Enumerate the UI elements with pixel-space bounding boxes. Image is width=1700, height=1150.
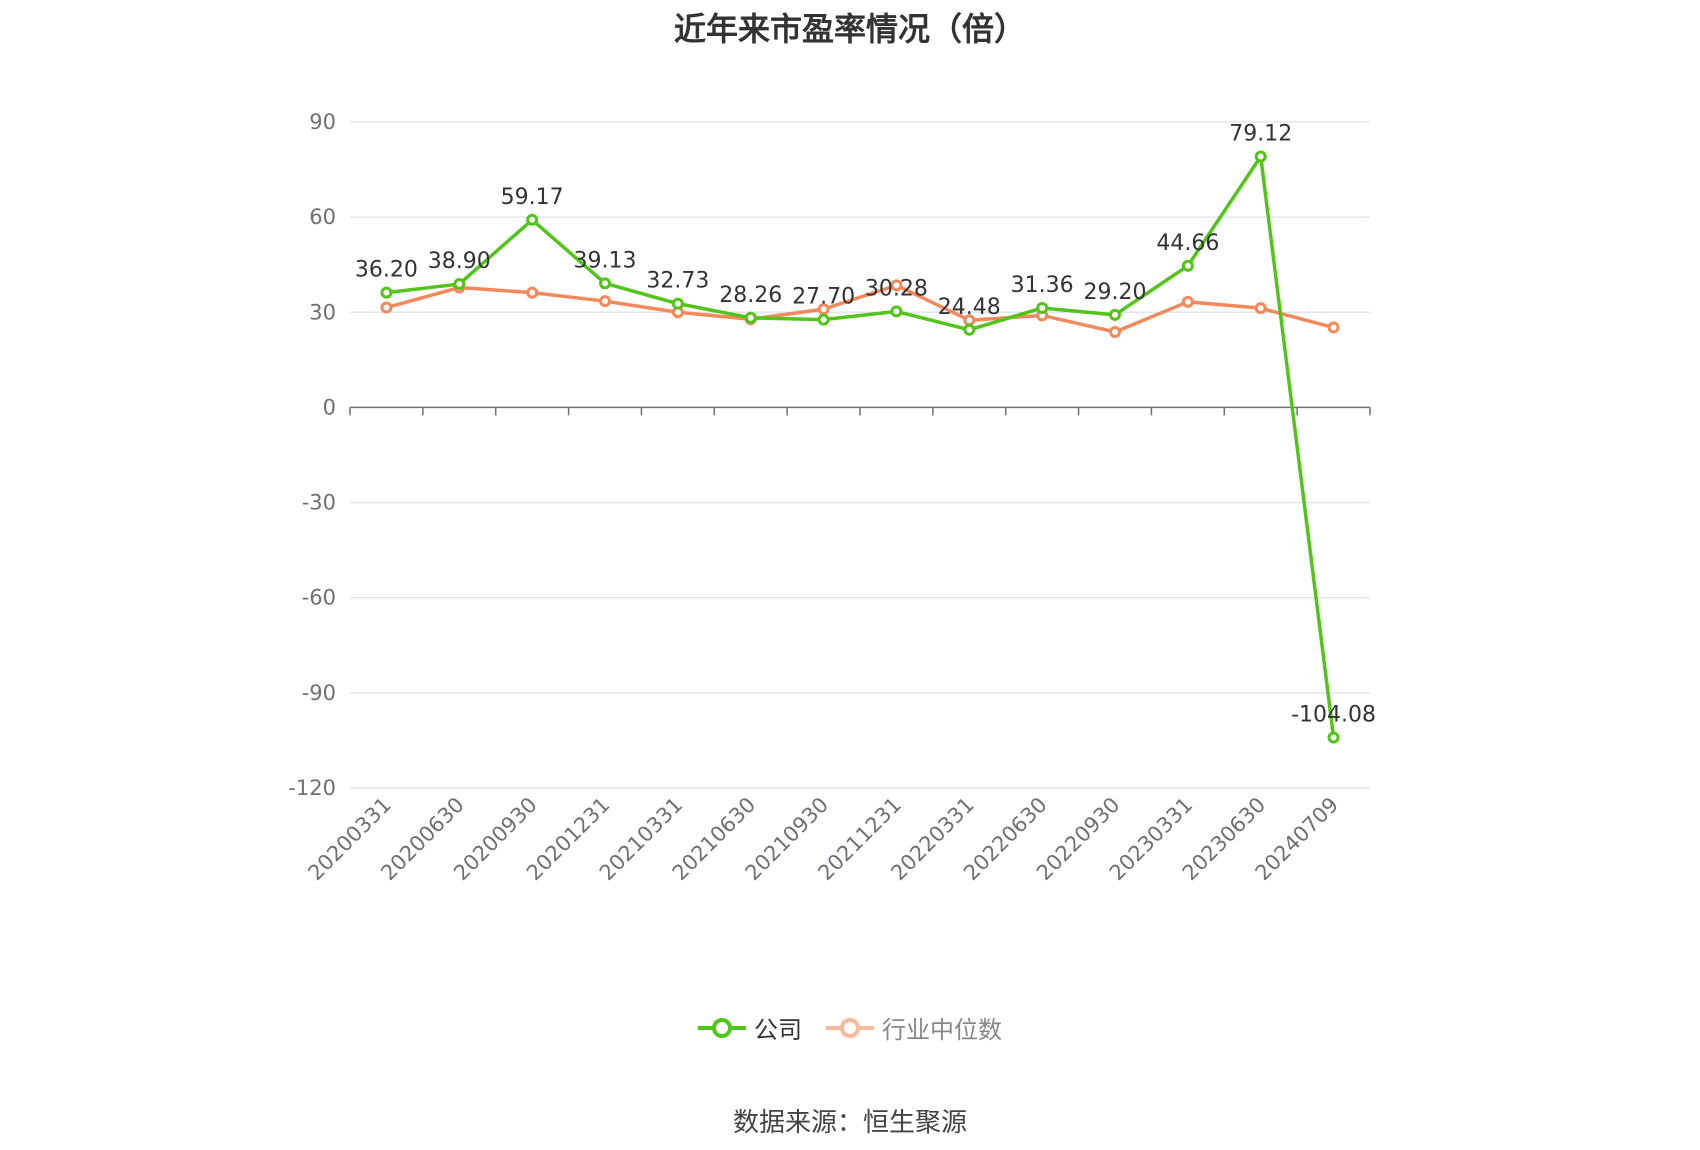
data-point-company bbox=[1109, 308, 1121, 321]
y-tick-label: -60 bbox=[302, 586, 336, 610]
data-point-company bbox=[963, 323, 976, 336]
data-point-industry-median bbox=[1327, 321, 1340, 334]
data-label: 79.12 bbox=[1229, 122, 1292, 147]
data-point-company bbox=[526, 213, 539, 226]
data-label: 38.90 bbox=[428, 249, 491, 274]
series-line-company bbox=[386, 154, 1336, 738]
data-label: 32.73 bbox=[646, 269, 709, 294]
y-tick-label: -30 bbox=[302, 491, 336, 515]
data-point-company bbox=[453, 278, 466, 291]
data-point-industry-median bbox=[1109, 325, 1121, 338]
data-label: 59.17 bbox=[501, 185, 564, 210]
y-tick-label: -120 bbox=[288, 776, 336, 800]
legend-swatch-company-icon bbox=[698, 1017, 746, 1038]
data-label: -104.08 bbox=[1291, 703, 1376, 728]
data-source: 数据来源：恒生聚源 bbox=[732, 1108, 967, 1138]
data-point-company bbox=[817, 313, 830, 326]
y-tick-label: -90 bbox=[302, 681, 336, 705]
data-label: 30.28 bbox=[865, 276, 928, 301]
data-point-company bbox=[671, 297, 684, 310]
data-point-industry-median bbox=[526, 286, 539, 299]
data-label: 29.20 bbox=[1084, 280, 1147, 305]
data-label: 27.70 bbox=[792, 285, 855, 310]
data-point-industry-median bbox=[890, 279, 903, 292]
y-tick-label: 30 bbox=[309, 300, 336, 324]
series-line-industry-median bbox=[385, 283, 1335, 334]
data-point-company bbox=[599, 277, 611, 290]
data-point-company bbox=[1181, 259, 1194, 272]
data-point-industry-median bbox=[1254, 302, 1267, 315]
y-tick-label: 0 bbox=[323, 395, 336, 419]
data-point-company bbox=[890, 305, 903, 318]
y-tick-label: 90 bbox=[309, 110, 336, 134]
legend-item-industry-median[interactable]: 行业中位数 bbox=[826, 1010, 1002, 1045]
data-label: 36.20 bbox=[355, 258, 418, 283]
data-label: 28.26 bbox=[719, 283, 782, 308]
data-point-company bbox=[1327, 731, 1340, 744]
data-label: 39.13 bbox=[574, 248, 637, 273]
data-point-industry-median bbox=[1181, 295, 1194, 308]
chart-title: 近年来市盈率情况（倍） bbox=[673, 10, 1026, 48]
data-point-company bbox=[744, 311, 757, 324]
data-point-company bbox=[1036, 301, 1049, 314]
legend-swatch-industry-icon bbox=[826, 1017, 874, 1038]
data-point-company bbox=[1254, 150, 1267, 163]
legend-label-industry-median: 行业中位数 bbox=[882, 1016, 1002, 1044]
data-label: 44.66 bbox=[1156, 231, 1219, 256]
data-point-company bbox=[380, 286, 393, 299]
data-point-industry-median bbox=[380, 301, 393, 314]
legend-item-company[interactable]: 公司 bbox=[698, 1010, 802, 1045]
data-point-industry-median bbox=[599, 295, 611, 308]
y-tick-label: 60 bbox=[309, 205, 336, 229]
legend: 公司 行业中位数 bbox=[0, 1010, 1700, 1045]
legend-label-company: 公司 bbox=[754, 1016, 802, 1044]
data-label: 24.48 bbox=[938, 295, 1001, 320]
data-label: 31.36 bbox=[1011, 273, 1074, 298]
